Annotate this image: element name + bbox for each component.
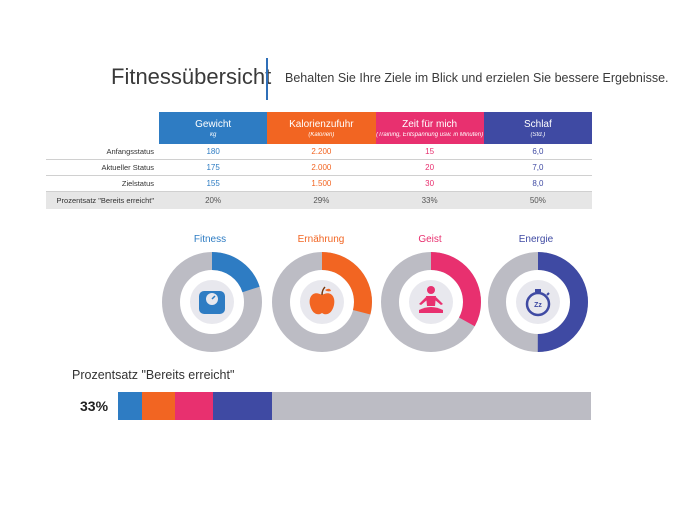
progress-title: Prozentsatz "Bereits erreicht" xyxy=(72,368,235,382)
table-cell: 29% xyxy=(313,196,330,205)
svg-text:Zz: Zz xyxy=(534,302,542,309)
column-unit: kg xyxy=(209,131,217,138)
donut-progress-arc xyxy=(162,252,262,352)
column-title: Schlaf xyxy=(523,118,552,130)
table-row-percent: Prozentsatz "Bereits erreicht" 20% 29% 3… xyxy=(46,192,592,209)
column-title: Gewicht xyxy=(195,118,232,130)
progress-bar xyxy=(118,392,591,420)
column-header-sleep: Schlaf (Std.) xyxy=(483,112,592,144)
table-cell: 180 xyxy=(206,147,220,156)
progress-percent: 33% xyxy=(80,398,109,414)
page-subtitle: Behalten Sie Ihre Ziele im Blick und erz… xyxy=(285,71,669,85)
column-unit: (Training, Entspannung usw. in Minuten) xyxy=(376,131,484,138)
table-row: Anfangsstatus 180 2.200 15 6,0 xyxy=(46,144,592,160)
column-header-me-time: Zeit für mich (Training, Entspannung usw… xyxy=(375,112,484,144)
column-header-weight: Gewicht kg xyxy=(159,112,268,144)
donut-progress-arc xyxy=(381,252,481,352)
header-spacer xyxy=(46,112,159,144)
row-label: Prozentsatz "Bereits erreicht" xyxy=(56,196,154,205)
table-cell: 15 xyxy=(425,147,435,156)
progress-segment-nutrition xyxy=(141,392,175,420)
table-cell: 33% xyxy=(421,196,438,205)
column-title: Zeit für mich xyxy=(402,118,458,130)
table-cell: 2.000 xyxy=(311,163,332,172)
column-unit: (Std.) xyxy=(530,131,546,138)
table-cell: 1.500 xyxy=(311,179,332,188)
row-label: Anfangsstatus xyxy=(106,147,154,156)
column-title: Kalorienzufuhr xyxy=(289,118,354,130)
table-cell: 2.200 xyxy=(311,147,332,156)
donut-progress-arc xyxy=(488,252,588,352)
row-label: Aktueller Status xyxy=(101,163,154,172)
donut-label-energy: Energie xyxy=(518,234,554,245)
table-row: Aktueller Status 175 2.000 20 7,0 xyxy=(46,160,592,176)
column-unit: (Kalorien) xyxy=(308,131,335,138)
table-cell: 155 xyxy=(206,179,220,188)
scale-icon xyxy=(190,280,234,324)
table-cell: 50% xyxy=(529,196,546,205)
table-cell: 6,0 xyxy=(532,147,544,156)
progress-segment-energy xyxy=(212,392,272,420)
table-cell: 8,0 xyxy=(532,179,544,188)
table-cell: 7,0 xyxy=(532,163,544,172)
donut-energy: Zz xyxy=(488,252,588,352)
table-cell: 20 xyxy=(425,163,435,172)
apple-icon xyxy=(300,280,344,324)
donut-mind xyxy=(381,252,481,352)
column-header-calories: Kalorienzufuhr (Kalorien) xyxy=(267,112,376,144)
status-table: Gewicht kg Kalorienzufuhr (Kalorien) Zei… xyxy=(46,112,592,209)
progress-segment-fitness xyxy=(118,392,142,420)
meditation-icon xyxy=(409,280,453,324)
progress-segment-mind xyxy=(174,392,213,420)
title-divider xyxy=(266,58,268,100)
donut-fitness xyxy=(162,252,262,352)
donut-nutrition xyxy=(272,252,372,352)
page-title: Fitnessübersicht xyxy=(111,64,272,89)
table-row: Zielstatus 155 1.500 30 8,0 xyxy=(46,176,592,192)
table-cell: 175 xyxy=(206,163,220,172)
donut-label-mind: Geist xyxy=(418,234,442,245)
donut-progress-arc xyxy=(272,252,372,352)
stopwatch-icon: Zz xyxy=(516,280,560,324)
table-header: Gewicht kg Kalorienzufuhr (Kalorien) Zei… xyxy=(46,112,592,144)
donut-label-fitness: Fitness xyxy=(193,234,227,245)
table-cell: 20% xyxy=(205,196,222,205)
donut-label-nutrition: Ernährung xyxy=(297,234,345,245)
table-cell: 30 xyxy=(425,179,435,188)
row-label: Zielstatus xyxy=(121,179,154,188)
